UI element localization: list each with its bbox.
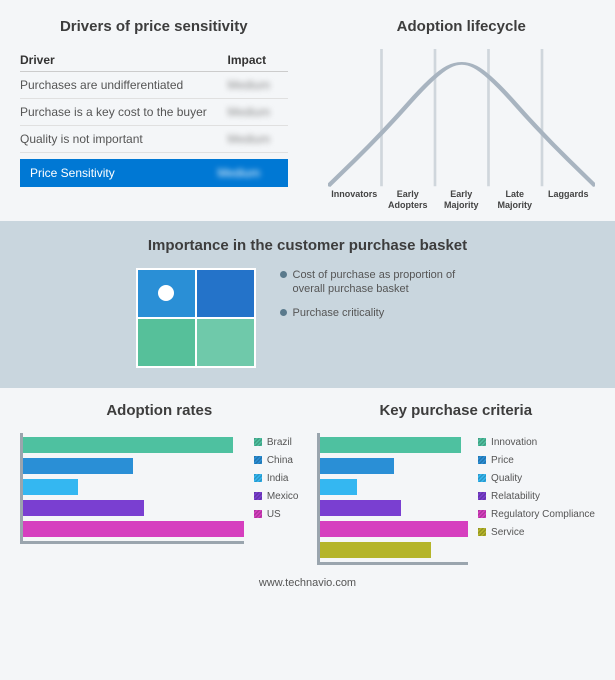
legend-label: Cost of purchase as proportion of overal… (293, 268, 480, 297)
legend-item: Cost of purchase as proportion of overal… (280, 268, 480, 297)
swatch-icon (478, 474, 486, 482)
bar (23, 479, 78, 495)
criteria-legend: Innovation Price Quality Relatability Regula… (478, 433, 595, 565)
quadrant-cell (196, 318, 255, 367)
legend-label: Purchase criticality (293, 306, 385, 320)
swatch-icon (254, 492, 262, 500)
lifecycle-labels: InnovatorsEarly AdoptersEarly MajorityLa… (328, 189, 596, 211)
legend-label: Relatability (491, 491, 540, 502)
importance-section: Importance in the customer purchase bask… (0, 221, 615, 388)
table-row: Quality is not importantMedium (20, 126, 288, 153)
quadrant-chart (136, 268, 256, 368)
impact-cell: Medium (228, 105, 288, 119)
legend-item: Purchase criticality (280, 306, 480, 320)
bar (320, 542, 431, 558)
bar (23, 437, 233, 453)
bullet-icon (280, 271, 287, 278)
adoption-legend: Brazil China India Mexico US (254, 433, 299, 544)
table-header: Driver Impact (20, 49, 288, 72)
lifecycle-chart (328, 49, 596, 189)
bar (23, 500, 144, 516)
swatch-icon (478, 510, 486, 518)
bar (320, 458, 394, 474)
bar (320, 500, 402, 516)
criteria-section: Key purchase criteria Innovation Price Qua… (317, 402, 596, 565)
legend-label: Mexico (267, 491, 299, 502)
legend-label: Service (491, 527, 524, 538)
legend-item: India (254, 473, 299, 484)
quadrant-dot (158, 285, 174, 301)
criteria-title: Key purchase criteria (317, 402, 596, 419)
lifecycle-label: Early Adopters (381, 189, 435, 211)
bar (320, 479, 357, 495)
driver-cell: Quality is not important (20, 132, 228, 146)
lifecycle-label: Early Majority (435, 189, 489, 211)
importance-legend: Cost of purchase as proportion of overal… (280, 268, 480, 331)
lifecycle-label: Late Majority (488, 189, 542, 211)
drivers-table: Driver Impact Purchases are undifferenti… (20, 49, 288, 187)
adoption-section: Adoption rates Brazil China India Mexico US (20, 402, 299, 565)
col-impact: Impact (228, 53, 288, 67)
lifecycle-section: Adoption lifecycle InnovatorsEarly Adopt… (308, 0, 615, 221)
legend-item: US (254, 509, 299, 520)
swatch-icon (254, 456, 262, 464)
legend-item: Service (478, 527, 595, 538)
lifecycle-label: Innovators (328, 189, 382, 211)
bullet-icon (280, 309, 287, 316)
col-driver: Driver (20, 53, 228, 67)
drivers-title: Drivers of price sensitivity (20, 18, 288, 35)
legend-item: Quality (478, 473, 595, 484)
legend-label: Innovation (491, 437, 537, 448)
quadrant-cell (196, 269, 255, 318)
swatch-icon (478, 438, 486, 446)
footer-url: www.technavio.com (0, 571, 615, 599)
driver-cell: Purchase is a key cost to the buyer (20, 105, 228, 119)
lifecycle-title: Adoption lifecycle (328, 18, 596, 35)
swatch-icon (478, 456, 486, 464)
summary-label: Price Sensitivity (30, 166, 218, 180)
legend-label: Price (491, 455, 514, 466)
legend-label: India (267, 473, 289, 484)
legend-item: Price (478, 455, 595, 466)
legend-label: China (267, 455, 293, 466)
swatch-icon (254, 438, 262, 446)
swatch-icon (478, 528, 486, 536)
bar (23, 521, 244, 537)
driver-cell: Purchases are undifferentiated (20, 78, 228, 92)
legend-label: US (267, 509, 281, 520)
impact-cell: Medium (228, 78, 288, 92)
adoption-title: Adoption rates (20, 402, 299, 419)
swatch-icon (254, 510, 262, 518)
impact-cell: Medium (228, 132, 288, 146)
swatch-icon (478, 492, 486, 500)
lifecycle-label: Laggards (542, 189, 596, 211)
legend-label: Brazil (267, 437, 292, 448)
summary-value: Medium (218, 166, 278, 180)
importance-title: Importance in the customer purchase bask… (20, 237, 595, 254)
legend-item: Innovation (478, 437, 595, 448)
summary-row: Price Sensitivity Medium (20, 159, 288, 187)
legend-item: Mexico (254, 491, 299, 502)
table-row: Purchase is a key cost to the buyerMediu… (20, 99, 288, 126)
criteria-bars (317, 433, 469, 565)
bar (320, 437, 461, 453)
table-row: Purchases are undifferentiatedMedium (20, 72, 288, 99)
legend-label: Quality (491, 473, 522, 484)
legend-item: China (254, 455, 299, 466)
bar (320, 521, 469, 537)
legend-label: Regulatory Compliance (491, 509, 595, 520)
legend-item: Relatability (478, 491, 595, 502)
adoption-bars (20, 433, 244, 544)
quadrant-cell (137, 318, 196, 367)
legend-item: Regulatory Compliance (478, 509, 595, 520)
bar (23, 458, 133, 474)
drivers-section: Drivers of price sensitivity Driver Impa… (0, 0, 308, 221)
legend-item: Brazil (254, 437, 299, 448)
swatch-icon (254, 474, 262, 482)
